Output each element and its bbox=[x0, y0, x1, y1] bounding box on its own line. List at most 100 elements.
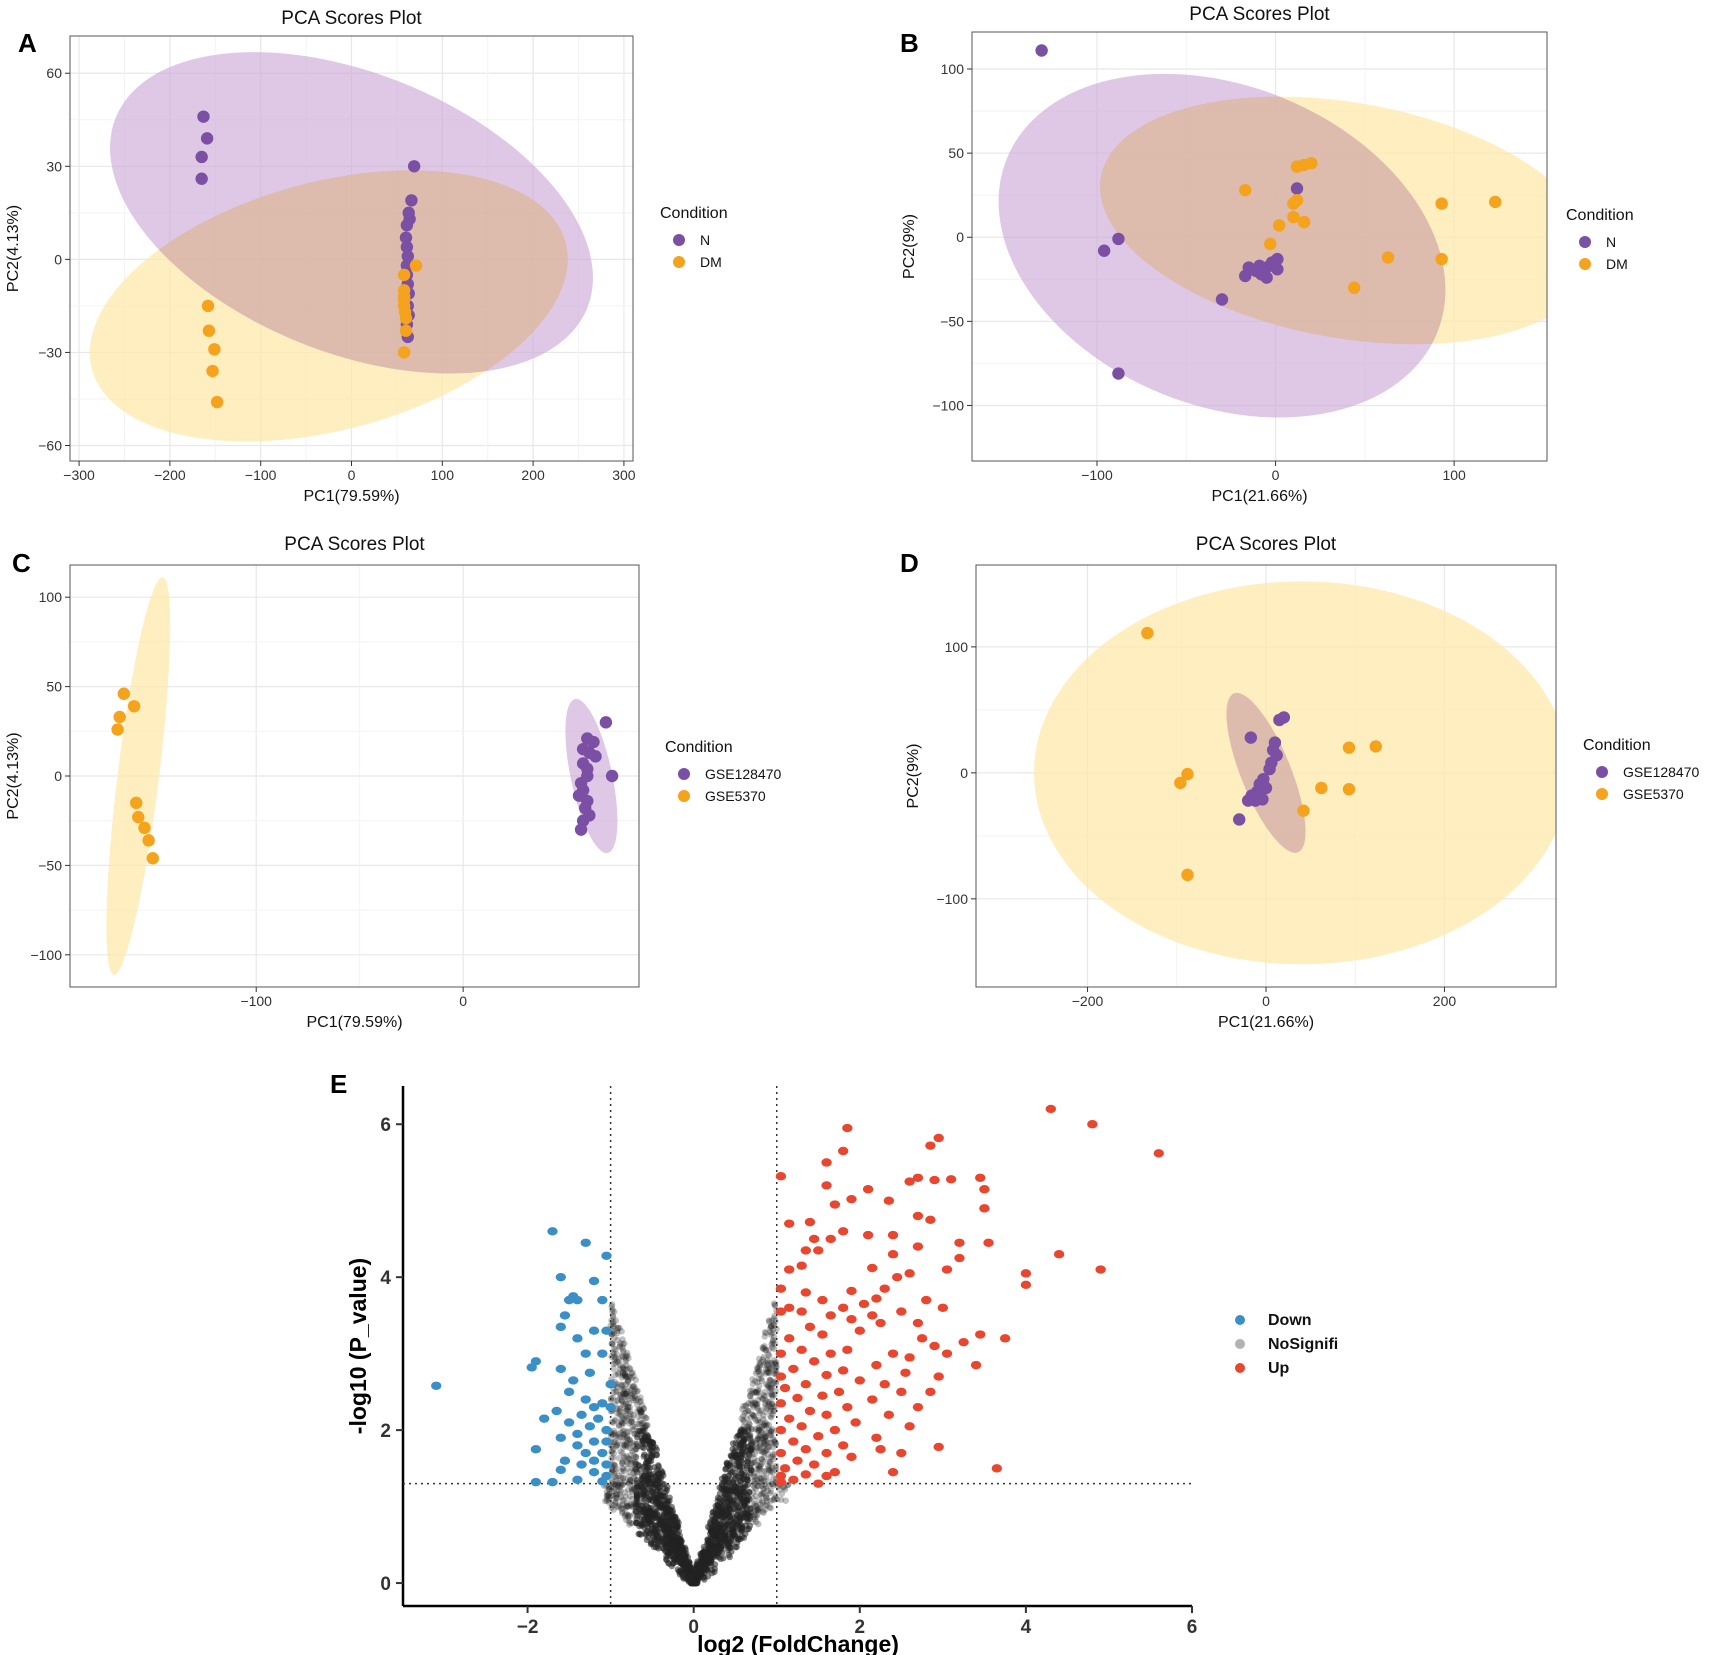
point-nosig bbox=[764, 1382, 771, 1390]
point-nosig bbox=[734, 1500, 741, 1507]
point-nosig bbox=[769, 1480, 777, 1488]
point-nosig bbox=[758, 1369, 766, 1376]
point-nosig bbox=[646, 1504, 653, 1512]
point-nosig bbox=[608, 1317, 615, 1324]
point-nosig bbox=[753, 1506, 761, 1513]
point-nosig bbox=[754, 1364, 761, 1371]
point-nosig bbox=[762, 1419, 769, 1426]
point-nosig bbox=[633, 1515, 640, 1522]
point-nosig bbox=[627, 1501, 634, 1508]
point-nosig bbox=[765, 1317, 773, 1324]
y-tick-label: 100 bbox=[945, 639, 969, 655]
point-up bbox=[800, 1470, 812, 1479]
point-DM bbox=[127, 700, 141, 713]
point-N bbox=[1271, 263, 1284, 276]
point-nosig bbox=[637, 1397, 645, 1405]
point-nosig bbox=[754, 1507, 761, 1514]
point-up bbox=[808, 1460, 820, 1469]
point-up bbox=[808, 1234, 820, 1244]
point-down bbox=[580, 1349, 591, 1358]
point-nosig bbox=[741, 1409, 748, 1417]
point-nosig bbox=[676, 1567, 684, 1575]
point-up bbox=[846, 1194, 857, 1204]
point-nosig bbox=[614, 1409, 621, 1417]
point-down bbox=[576, 1410, 587, 1420]
point-nosig bbox=[639, 1474, 647, 1482]
point-nosig bbox=[620, 1453, 628, 1460]
point-nosig bbox=[641, 1508, 648, 1516]
point-nosig bbox=[627, 1408, 634, 1415]
point-nosig bbox=[624, 1443, 631, 1450]
point-nosig bbox=[764, 1359, 772, 1366]
point-nosig bbox=[634, 1420, 641, 1427]
point-nosig bbox=[619, 1386, 626, 1393]
point-down bbox=[588, 1276, 600, 1286]
point-nosig bbox=[624, 1352, 631, 1359]
point-nosig bbox=[760, 1345, 768, 1352]
point-nosig bbox=[632, 1376, 639, 1384]
point-nosig bbox=[757, 1426, 764, 1434]
point-up bbox=[788, 1364, 799, 1374]
point-nosig bbox=[762, 1397, 769, 1404]
point-nosig bbox=[756, 1425, 763, 1432]
point-nosig bbox=[628, 1370, 635, 1377]
point-nosig bbox=[647, 1527, 655, 1534]
point-nosig bbox=[626, 1403, 633, 1411]
point-nosig bbox=[624, 1396, 632, 1403]
point-nosig bbox=[763, 1498, 771, 1505]
plot-border bbox=[971, 31, 1548, 462]
point-nosig bbox=[768, 1322, 775, 1330]
point-nosig bbox=[756, 1360, 763, 1367]
point-nosig bbox=[616, 1490, 624, 1498]
point-up bbox=[1020, 1280, 1032, 1290]
point-nosig bbox=[716, 1490, 724, 1497]
point-nosig bbox=[749, 1380, 757, 1388]
point-nosig bbox=[760, 1485, 767, 1493]
point-nosig bbox=[610, 1461, 617, 1469]
point-nosig bbox=[740, 1499, 747, 1506]
point-nosig bbox=[655, 1519, 663, 1526]
point-nosig bbox=[751, 1480, 759, 1487]
point-down bbox=[601, 1437, 612, 1446]
point-nosig bbox=[760, 1441, 768, 1448]
point-DM bbox=[1381, 251, 1395, 264]
point-nosig bbox=[612, 1498, 619, 1505]
point-nosig bbox=[612, 1465, 620, 1472]
point-nosig bbox=[661, 1540, 668, 1548]
point-nosig bbox=[750, 1513, 758, 1521]
point-nosig bbox=[770, 1495, 778, 1503]
point-nosig bbox=[610, 1450, 618, 1457]
point-nosig bbox=[627, 1456, 634, 1464]
point-up bbox=[817, 1295, 828, 1305]
point-nosig bbox=[692, 1571, 700, 1578]
point-nosig bbox=[614, 1371, 622, 1378]
legend: Condition GSE128470 GSE5370 bbox=[1583, 737, 1699, 802]
point-nosig bbox=[762, 1346, 770, 1354]
point-nosig bbox=[755, 1365, 762, 1373]
point-up bbox=[850, 1418, 861, 1427]
y-tick-label: 100 bbox=[941, 61, 965, 77]
point-nosig bbox=[761, 1506, 769, 1513]
point-nosig bbox=[626, 1412, 633, 1420]
point-nosig bbox=[761, 1477, 768, 1485]
point-N bbox=[1112, 367, 1125, 380]
legend-swatch-DM bbox=[1596, 788, 1608, 800]
y-tick-label: −100 bbox=[936, 891, 968, 907]
point-nosig bbox=[746, 1432, 754, 1439]
point-nosig bbox=[626, 1428, 633, 1435]
point-nosig bbox=[620, 1390, 627, 1398]
point-nosig bbox=[752, 1507, 759, 1514]
point-down bbox=[592, 1414, 604, 1423]
point-nosig bbox=[765, 1399, 773, 1406]
point-nosig bbox=[616, 1343, 623, 1351]
point-up bbox=[854, 1376, 865, 1385]
point-nosig bbox=[625, 1403, 632, 1411]
point-nosig bbox=[613, 1491, 620, 1498]
point-nosig bbox=[761, 1447, 768, 1455]
point-nosig bbox=[623, 1453, 631, 1460]
point-nosig bbox=[613, 1443, 620, 1450]
point-nosig bbox=[711, 1551, 718, 1558]
point-nosig bbox=[619, 1399, 626, 1406]
point-nosig bbox=[606, 1486, 613, 1493]
point-nosig bbox=[722, 1532, 730, 1539]
